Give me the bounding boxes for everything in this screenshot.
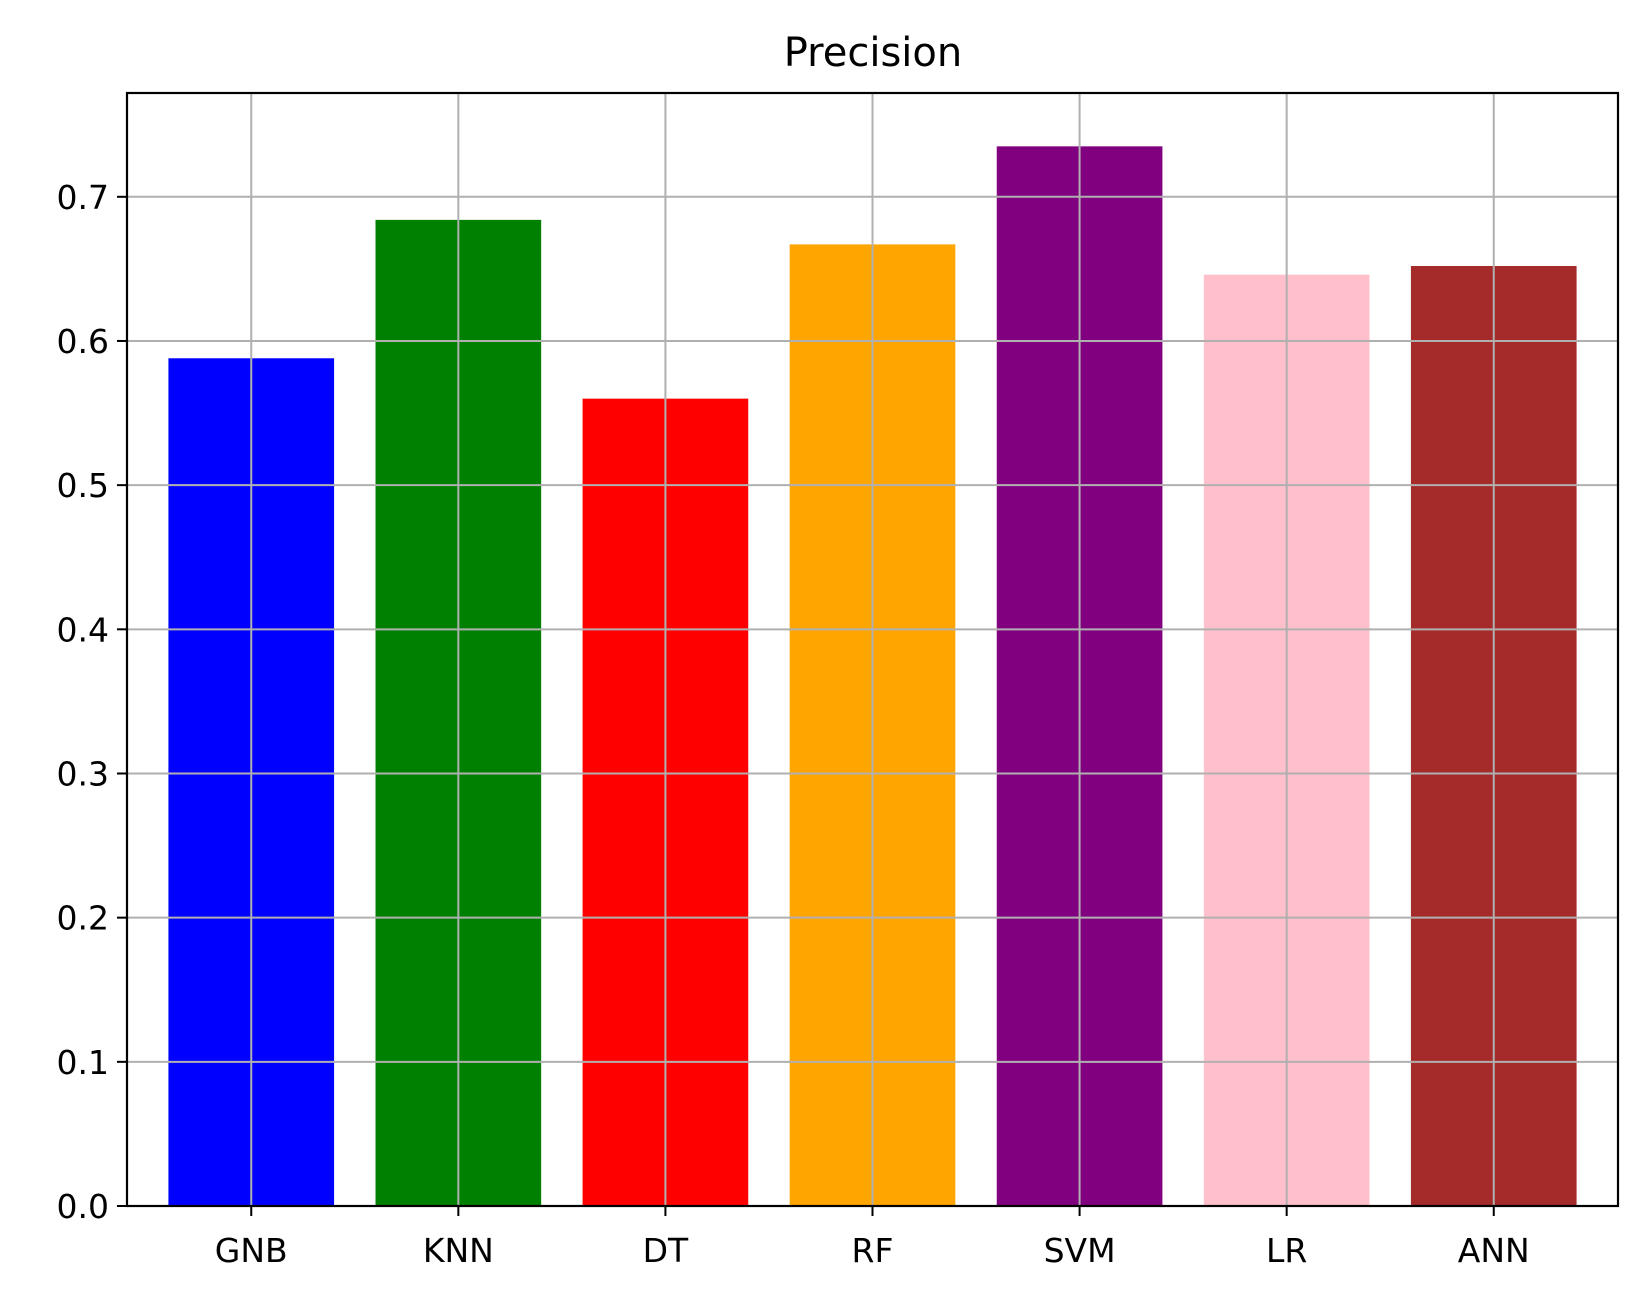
y-tick-label: 0.5 [57, 466, 109, 505]
x-tick-label: DT [643, 1231, 689, 1270]
x-tick-label: KNN [423, 1231, 494, 1270]
x-tick-label: LR [1266, 1231, 1307, 1270]
chart-title: Precision [784, 30, 962, 76]
ticks-layer: GNB KNN DT RF SVM LR ANN 0.0 0.1 0.2 0.3 0.4 0.5 0.6 0… [57, 178, 1530, 1270]
x-tick-label: RF [852, 1231, 894, 1270]
x-tick-label: SVM [1044, 1231, 1116, 1270]
y-tick-label: 0.2 [57, 899, 109, 938]
x-tick-label: ANN [1458, 1231, 1530, 1270]
y-tick-label: 0.1 [57, 1043, 109, 1082]
plot-area-frame [125, 91, 1620, 1208]
grid-layer [127, 93, 1618, 1207]
y-tick-label: 0.4 [57, 610, 109, 649]
y-tick-label: 0.0 [57, 1187, 109, 1226]
y-tick-label: 0.6 [57, 322, 109, 361]
x-tick-label: GNB [215, 1231, 288, 1270]
y-tick-label: 0.7 [57, 178, 109, 217]
y-tick-label: 0.3 [57, 754, 109, 793]
